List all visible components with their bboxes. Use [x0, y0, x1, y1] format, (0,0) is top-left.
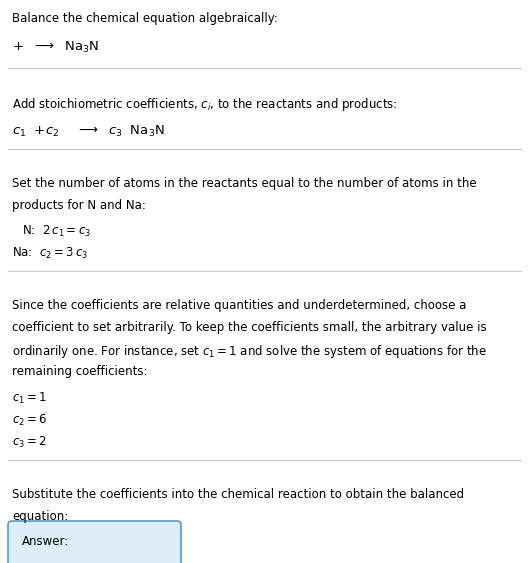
Text: Answer:: Answer:	[22, 535, 69, 548]
Text: Substitute the coefficients into the chemical reaction to obtain the balanced: Substitute the coefficients into the che…	[12, 488, 464, 501]
Text: $c_3 = 2$: $c_3 = 2$	[12, 435, 47, 450]
Text: Since the coefficients are relative quantities and underdetermined, choose a: Since the coefficients are relative quan…	[12, 299, 467, 312]
Text: Set the number of atoms in the reactants equal to the number of atoms in the: Set the number of atoms in the reactants…	[12, 177, 477, 190]
Text: $c_1$  +$c_2$    $\longrightarrow$  $c_3$  Na$_3$N: $c_1$ +$c_2$ $\longrightarrow$ $c_3$ Na$…	[12, 124, 165, 139]
Text: Add stoichiometric coefficients, $c_i$, to the reactants and products:: Add stoichiometric coefficients, $c_i$, …	[12, 96, 397, 113]
Text: ordinarily one. For instance, set $c_1 = 1$ and solve the system of equations fo: ordinarily one. For instance, set $c_1 =…	[12, 343, 487, 360]
Text: $c_1 = 1$: $c_1 = 1$	[12, 391, 47, 406]
Text: N:  $2\,c_1 = c_3$: N: $2\,c_1 = c_3$	[22, 224, 91, 239]
Text: remaining coefficients:: remaining coefficients:	[12, 365, 148, 378]
Text: products for N and Na:: products for N and Na:	[12, 199, 146, 212]
Text: $c_2 = 6$: $c_2 = 6$	[12, 413, 47, 428]
Text: equation:: equation:	[12, 510, 68, 523]
Text: +  $\longrightarrow$  Na$_3$N: + $\longrightarrow$ Na$_3$N	[12, 40, 99, 55]
Text: coefficient to set arbitrarily. To keep the coefficients small, the arbitrary va: coefficient to set arbitrarily. To keep …	[12, 321, 487, 334]
Text: Na:  $c_2 = 3\,c_3$: Na: $c_2 = 3\,c_3$	[12, 246, 88, 261]
FancyBboxPatch shape	[8, 521, 181, 563]
Text: Balance the chemical equation algebraically:: Balance the chemical equation algebraica…	[12, 12, 278, 25]
